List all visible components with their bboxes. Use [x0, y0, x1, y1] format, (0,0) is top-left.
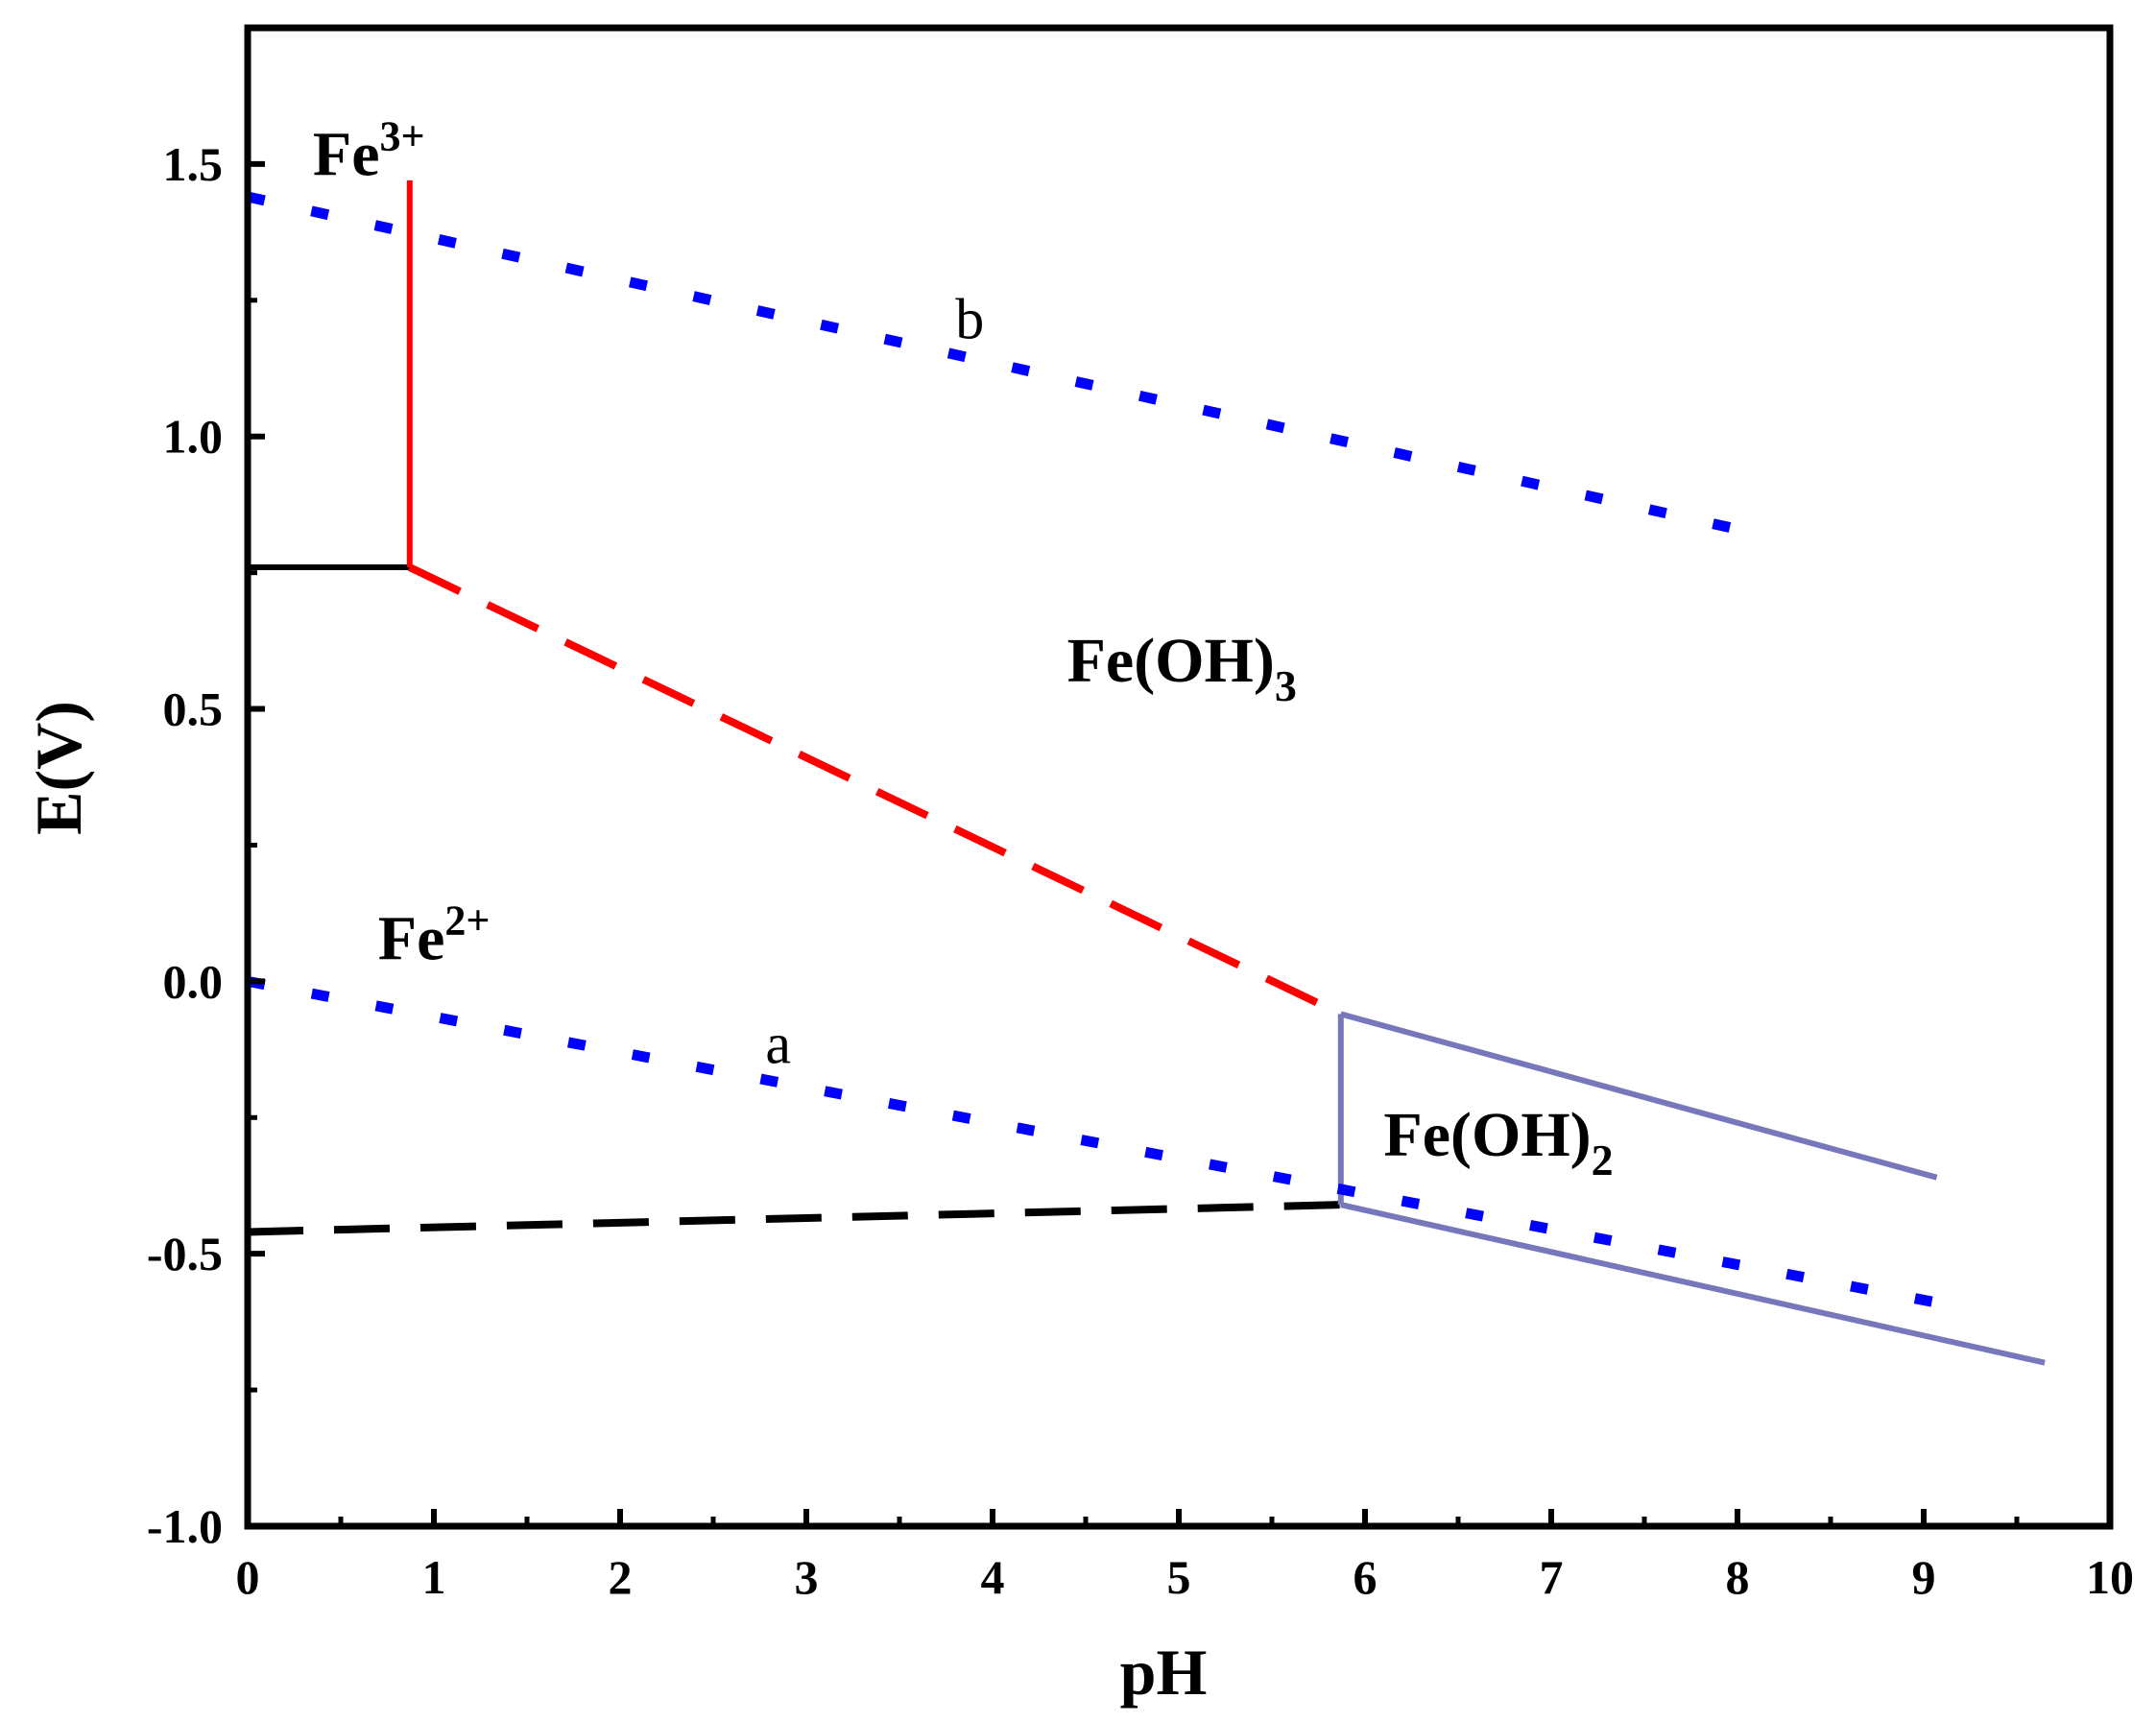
- x-tick-label: 5: [1167, 1550, 1191, 1604]
- x-tick-label: 9: [1912, 1550, 1936, 1604]
- series-line-3: [247, 1201, 1341, 1236]
- plot-frame: [244, 24, 2114, 1530]
- x-tick-label: 10: [2086, 1550, 2134, 1604]
- series-line-6: [1340, 1202, 2046, 1366]
- series-line-5: [1340, 1011, 1938, 1181]
- annotation-layer: Fe3+ Fe(OH)3 Fe2+ Fe(OH)2 b a: [313, 112, 1614, 1184]
- y-tick-label: 1.0: [163, 410, 224, 464]
- annotation-feoh3: Fe(OH)3: [1067, 626, 1297, 710]
- series-line-b: [246, 191, 1763, 540]
- y-tick-label: 0.0: [163, 954, 224, 1008]
- y-tick-label: 0.5: [163, 682, 224, 736]
- x-tick-label: 2: [609, 1550, 633, 1604]
- x-tick-label: 6: [1353, 1550, 1377, 1604]
- y-tick-label: -0.5: [147, 1227, 223, 1280]
- annotation-label-a: a: [765, 1013, 791, 1076]
- annotation-label-b: b: [955, 288, 984, 351]
- annotation-feoh2: Fe(OH)2: [1383, 1100, 1613, 1184]
- x-tick-label: 0: [236, 1550, 260, 1604]
- x-tick-label: 4: [981, 1550, 1005, 1604]
- series-layer: [246, 179, 2046, 1366]
- x-tick-label: 1: [422, 1550, 446, 1604]
- x-axis-title: pH: [1120, 1636, 1208, 1709]
- series-line-a: [246, 975, 1968, 1314]
- x-tick-label: 8: [1726, 1550, 1750, 1604]
- x-tick-label: 3: [795, 1550, 819, 1604]
- annotation-fe2: Fe2+: [378, 897, 491, 974]
- tick-layer: 0 1 2 3 4 5 6 7 8 9 10 -1.0 -0.5 0.0 0.5 1.0 1.5: [147, 137, 2134, 1604]
- annotation-fe3: Fe3+: [313, 112, 425, 189]
- y-axis-title: E(V): [22, 701, 95, 835]
- y-tick-label: 1.5: [163, 137, 224, 191]
- x-tick-label: 7: [1540, 1550, 1564, 1604]
- y-tick-label: -1.0: [147, 1499, 223, 1553]
